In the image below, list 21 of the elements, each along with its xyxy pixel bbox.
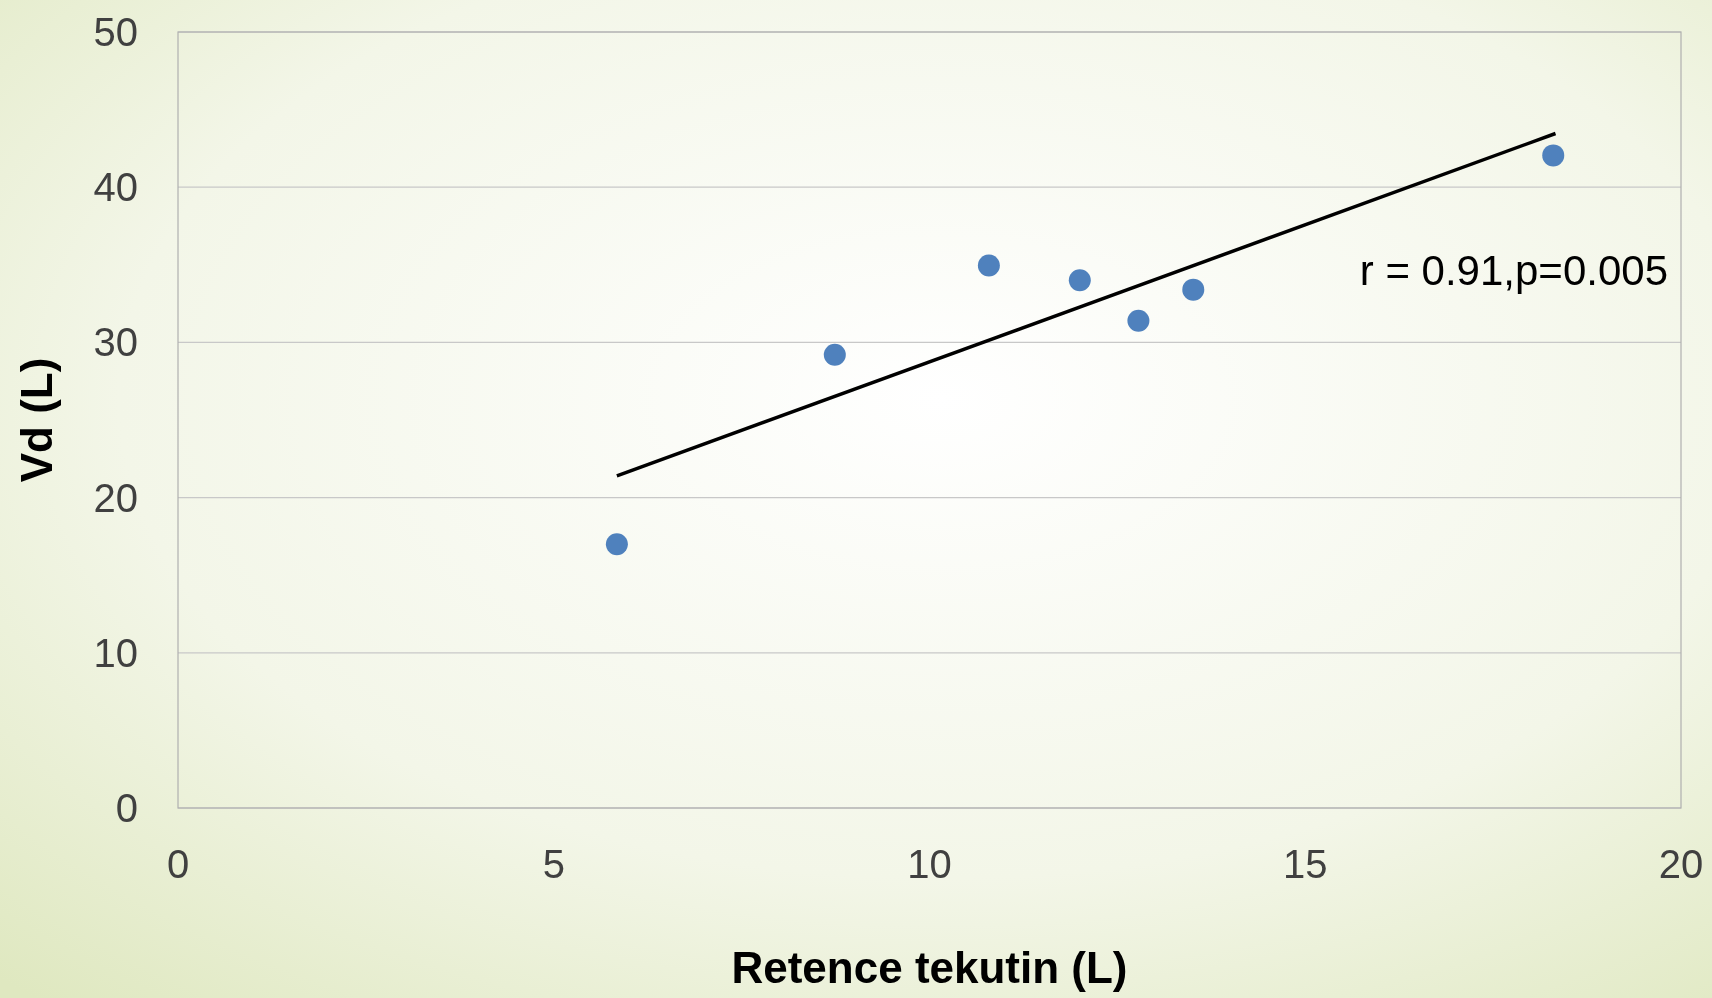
- y-tick-label: 50: [93, 10, 138, 54]
- x-tick-label: 0: [166, 842, 190, 886]
- y-tick-label: 10: [93, 630, 138, 675]
- annotation: r = 0.91,p=0.005: [1359, 247, 1668, 294]
- x-tick-label: 20: [1658, 842, 1704, 886]
- point: [1068, 269, 1091, 292]
- point: [1127, 309, 1150, 332]
- x-tick-label: 15: [1283, 842, 1328, 886]
- y-tick-label: 40: [93, 165, 138, 210]
- point: [1182, 278, 1205, 301]
- x-tick-label: 10: [907, 842, 952, 886]
- y-tick-label: 20: [93, 475, 138, 520]
- y-tick-label: 30: [93, 320, 138, 365]
- point: [823, 343, 846, 366]
- point: [1542, 144, 1565, 167]
- x-tick-label: 5: [542, 842, 565, 886]
- point: [977, 254, 1000, 277]
- x-axis-title: Retence tekutin (L): [731, 943, 1128, 992]
- y-axis-title: Vd (L): [12, 357, 61, 483]
- point: [605, 533, 628, 556]
- y-tick-label: 0: [115, 786, 138, 830]
